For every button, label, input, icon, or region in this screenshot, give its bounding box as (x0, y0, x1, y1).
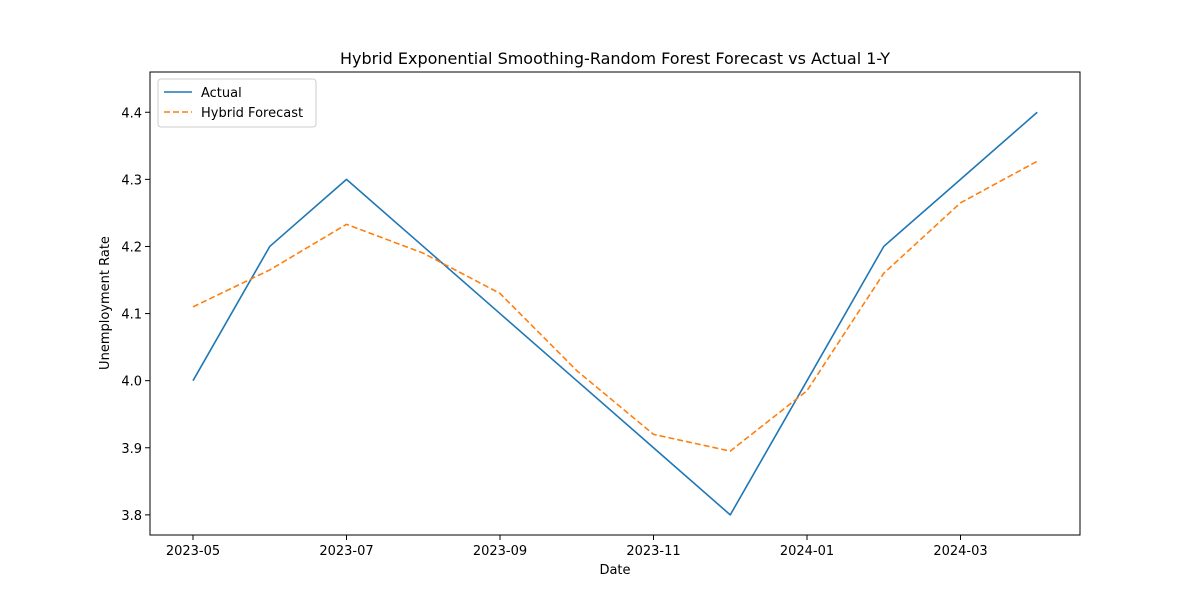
x-tick-label: 2024-01 (780, 544, 834, 559)
series-line-actual (192, 111, 1038, 516)
y-tick-label: 3.9 (121, 442, 142, 457)
x-tick-label: 2023-05 (166, 544, 220, 559)
y-tick-label: 4.1 (121, 308, 142, 323)
x-tick-label: 2024-03 (933, 544, 987, 559)
chart-title: Hybrid Exponential Smoothing-Random Fore… (340, 49, 890, 68)
y-axis-label: Unemployment Rate (98, 236, 113, 370)
legend-label: Actual (201, 86, 242, 101)
legend: Actual Hybrid Forecast (157, 78, 317, 128)
legend-label: Hybrid Forecast (201, 106, 303, 121)
series-line-hybrid-forecast (192, 160, 1038, 452)
x-tick-label: 2023-09 (473, 544, 527, 559)
y-tick-label: 4.2 (121, 240, 142, 255)
y-tick-label: 4.4 (121, 106, 142, 121)
x-axis-label: Date (599, 563, 630, 578)
y-tick-label: 4.0 (121, 375, 142, 390)
x-tick-label: 2023-11 (626, 544, 680, 559)
y-tick-label: 4.3 (121, 173, 142, 188)
plot-frame (149, 71, 1081, 536)
x-tick-label: 2023-07 (319, 544, 373, 559)
y-tick-label: 3.8 (121, 509, 142, 524)
legend-box (157, 78, 317, 128)
plot-area: 3.8 3.9 4.0 4.1 4.2 4.3 4.4 2023-05 2023-07 2023-… (121, 71, 1081, 559)
